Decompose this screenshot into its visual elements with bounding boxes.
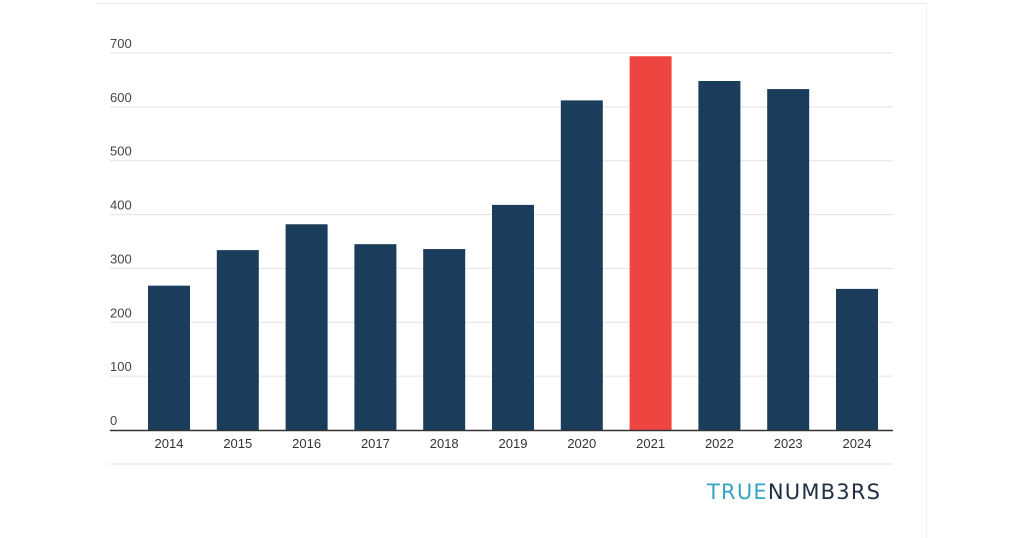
x-tick-label: 2023 [774,436,803,451]
y-tick-label: 400 [110,198,132,213]
y-tick-label: 600 [110,90,132,105]
x-tick-label: 2020 [567,436,596,451]
x-tick-label: 2018 [430,436,459,451]
x-tick-label: 2015 [223,436,252,451]
bar-2014 [148,285,190,430]
bar-2017 [354,244,397,430]
bar-2019 [492,204,534,430]
bar-2020 [560,100,603,430]
x-tick-label: 2016 [292,436,321,451]
bar-2015 [216,250,259,430]
x-tick-label: 2022 [705,436,734,451]
logo-text-numbers: NUMB3RS [767,480,882,504]
truenumbers-logo: TRUENUMB3RS [707,480,881,504]
x-tick-label: 2014 [155,436,184,451]
bar-2016 [285,224,328,430]
y-tick-label: 200 [110,305,132,320]
x-tick-label: 2017 [361,436,390,451]
bar-2024 [836,288,878,430]
x-tick-label: 2019 [499,436,528,451]
x-tick-label: 2021 [636,436,665,451]
y-tick-label: 0 [110,413,117,428]
logo-text-true: TRUE [707,480,768,504]
bar-2018 [423,249,466,430]
bar-2021 [629,56,672,430]
y-tick-label: 500 [110,144,132,159]
x-tick-label: 2024 [843,436,872,451]
bar-2023 [767,89,810,430]
y-tick-label: 300 [110,251,132,266]
bar-2022 [698,81,741,431]
y-tick-label: 100 [110,359,132,374]
y-tick-label: 700 [110,36,132,51]
